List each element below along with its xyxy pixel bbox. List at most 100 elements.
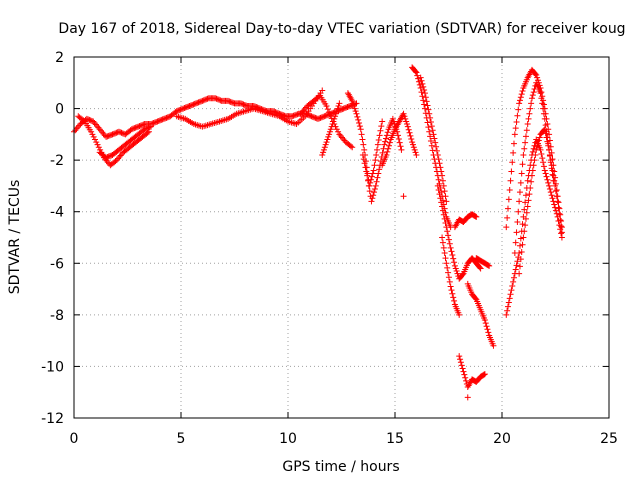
- data-point: [439, 234, 446, 241]
- data-point: [514, 258, 521, 265]
- data-point: [108, 131, 115, 138]
- data-point: [503, 311, 510, 318]
- data-point: [394, 132, 401, 139]
- data-point: [375, 137, 382, 144]
- data-point: [505, 299, 512, 306]
- data-point: [190, 101, 197, 108]
- data-point: [528, 178, 535, 185]
- data-point: [370, 167, 377, 174]
- data-point: [368, 173, 375, 180]
- data-point: [546, 146, 553, 153]
- data-point: [441, 249, 448, 256]
- data-point: [390, 118, 397, 125]
- data-point: [118, 129, 125, 136]
- data-point: [382, 138, 389, 145]
- data-point: [558, 229, 565, 236]
- data-point: [192, 100, 199, 107]
- data-point: [442, 255, 449, 262]
- data-point: [425, 124, 432, 131]
- data-point: [374, 146, 381, 153]
- data-point: [446, 240, 453, 247]
- data-point: [93, 139, 100, 146]
- data-point: [552, 188, 559, 195]
- series-track-c: [96, 123, 155, 161]
- data-point: [294, 111, 301, 118]
- data-point: [142, 125, 149, 132]
- data-point: [347, 143, 354, 150]
- data-point: [428, 142, 435, 149]
- series-track-p: [456, 353, 488, 391]
- x-tick-label: 10: [279, 431, 297, 447]
- data-point: [453, 268, 460, 275]
- data-point: [549, 195, 556, 202]
- data-point: [407, 132, 414, 139]
- data-point: [411, 146, 418, 153]
- data-point: [541, 126, 548, 133]
- data-point: [321, 113, 328, 120]
- data-point: [439, 172, 446, 179]
- data-point: [529, 92, 536, 99]
- data-point: [551, 201, 558, 208]
- data-point: [354, 113, 361, 120]
- data-point: [521, 145, 528, 152]
- data-point: [546, 182, 553, 189]
- data-point: [151, 119, 158, 126]
- data-point: [528, 100, 535, 107]
- series-track-r: [464, 280, 497, 349]
- data-point: [186, 102, 193, 109]
- data-point: [327, 126, 334, 133]
- data-point: [240, 101, 247, 108]
- data-point: [372, 157, 379, 164]
- data-point: [121, 130, 128, 137]
- data-point: [182, 104, 189, 111]
- data-point: [426, 128, 433, 135]
- data-point: [553, 187, 560, 194]
- data-point: [113, 129, 120, 136]
- data-point: [432, 139, 439, 146]
- data-point: [95, 144, 102, 151]
- data-point: [449, 252, 456, 259]
- data-point: [130, 125, 137, 132]
- data-point: [176, 107, 183, 114]
- data-point: [508, 168, 515, 175]
- data-point: [421, 90, 428, 97]
- data-point: [530, 145, 537, 152]
- data-point: [546, 137, 553, 144]
- data-point: [538, 95, 545, 102]
- data-point: [528, 95, 535, 102]
- series-track-q: [464, 394, 471, 401]
- data-point: [448, 287, 455, 294]
- data-point: [413, 69, 420, 76]
- data-point: [524, 121, 531, 128]
- x-tick-label: 5: [177, 431, 186, 447]
- data-point: [511, 249, 518, 256]
- data-point: [412, 149, 419, 156]
- data-point: [185, 103, 192, 110]
- series-track-b: [75, 113, 152, 169]
- data-point: [353, 110, 360, 117]
- data-point: [557, 226, 564, 233]
- data-point: [375, 170, 382, 177]
- data-point: [555, 199, 562, 206]
- data-point: [141, 126, 148, 133]
- data-point: [439, 207, 446, 214]
- data-point: [481, 371, 488, 378]
- data-point: [160, 115, 167, 122]
- x-tick-label: 15: [386, 431, 404, 447]
- data-point: [341, 105, 348, 112]
- data-point: [213, 95, 220, 102]
- data-point: [516, 100, 523, 107]
- data-point: [514, 219, 521, 226]
- data-point: [320, 146, 327, 153]
- data-point: [476, 264, 483, 271]
- data-point: [524, 203, 531, 210]
- data-point: [486, 262, 493, 269]
- data-point: [325, 133, 332, 140]
- data-point: [198, 98, 205, 105]
- data-point: [537, 90, 544, 97]
- data-point: [365, 182, 372, 189]
- data-point: [445, 274, 452, 281]
- data-point: [408, 135, 415, 142]
- data-point: [416, 81, 423, 88]
